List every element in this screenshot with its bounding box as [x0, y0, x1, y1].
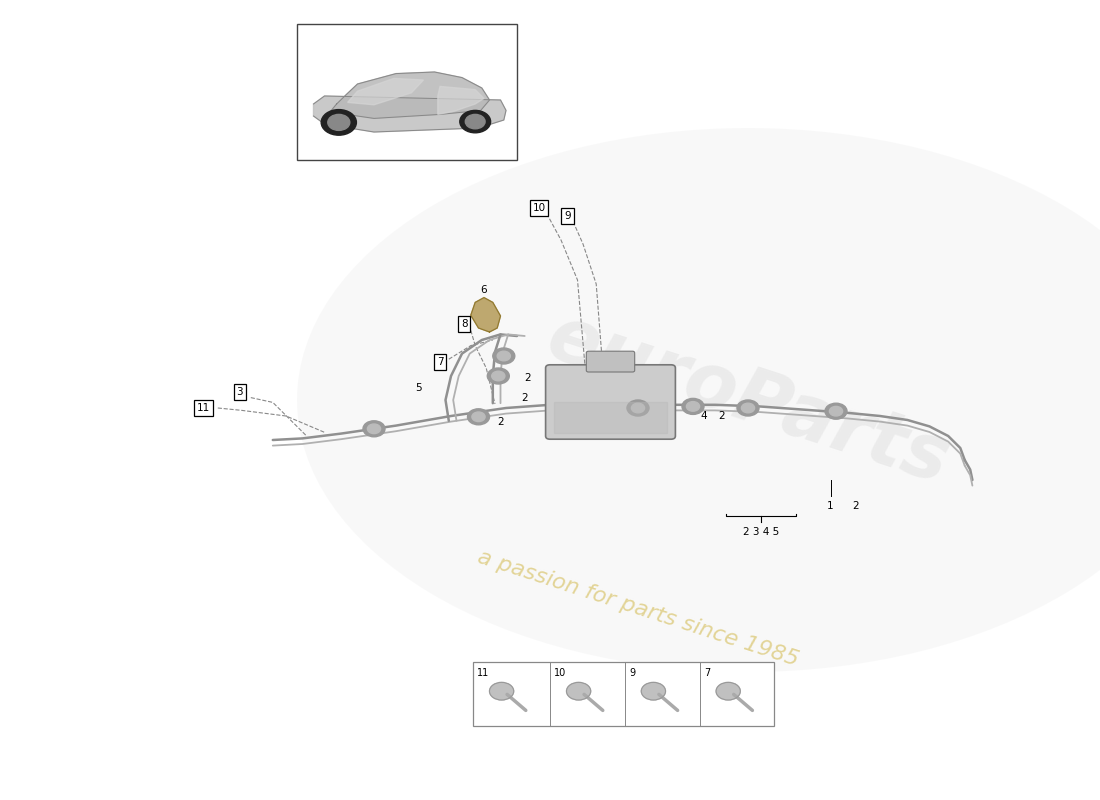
Circle shape	[741, 403, 755, 413]
Polygon shape	[314, 96, 506, 132]
Circle shape	[497, 351, 510, 361]
Text: 9: 9	[564, 211, 571, 221]
Text: 10: 10	[532, 203, 546, 213]
Text: 11: 11	[477, 668, 490, 678]
Bar	[473, 662, 774, 726]
Circle shape	[737, 400, 759, 416]
Circle shape	[490, 682, 514, 700]
Text: 9: 9	[629, 668, 636, 678]
Text: 2: 2	[521, 394, 528, 403]
Bar	[297, 24, 517, 160]
Circle shape	[686, 402, 700, 411]
Text: 4: 4	[701, 411, 707, 421]
Text: 1: 1	[827, 501, 834, 510]
Text: 11: 11	[197, 403, 210, 413]
Text: 6: 6	[481, 285, 487, 294]
Text: 3: 3	[236, 387, 243, 397]
Circle shape	[487, 368, 509, 384]
Polygon shape	[330, 72, 490, 118]
Circle shape	[493, 348, 515, 364]
Polygon shape	[438, 86, 484, 114]
FancyBboxPatch shape	[586, 351, 635, 372]
Circle shape	[566, 682, 591, 700]
Text: 5: 5	[415, 383, 421, 393]
Text: 2: 2	[497, 418, 504, 427]
Circle shape	[328, 114, 350, 130]
Ellipse shape	[297, 128, 1100, 672]
Text: a passion for parts since 1985: a passion for parts since 1985	[475, 546, 801, 670]
Circle shape	[460, 110, 491, 133]
Text: 7: 7	[704, 668, 711, 678]
FancyBboxPatch shape	[546, 365, 675, 439]
Text: euroParts: euroParts	[538, 300, 958, 500]
Polygon shape	[554, 402, 667, 433]
Text: 10: 10	[554, 668, 566, 678]
Text: 2: 2	[525, 373, 531, 382]
Circle shape	[627, 400, 649, 416]
Circle shape	[682, 398, 704, 414]
Circle shape	[465, 114, 485, 129]
Circle shape	[829, 406, 843, 416]
Polygon shape	[348, 78, 424, 105]
Circle shape	[321, 110, 356, 135]
Circle shape	[363, 421, 385, 437]
Text: 2: 2	[852, 501, 859, 510]
Circle shape	[631, 403, 645, 413]
Polygon shape	[471, 298, 501, 332]
Circle shape	[641, 682, 666, 700]
Text: 2: 2	[718, 411, 725, 421]
Circle shape	[472, 412, 485, 422]
Circle shape	[825, 403, 847, 419]
Circle shape	[716, 682, 740, 700]
Circle shape	[468, 409, 490, 425]
Circle shape	[492, 371, 505, 381]
Text: 8: 8	[461, 319, 468, 329]
Text: 7: 7	[437, 357, 443, 366]
Text: 2 3 4 5: 2 3 4 5	[744, 527, 779, 538]
Circle shape	[367, 424, 381, 434]
